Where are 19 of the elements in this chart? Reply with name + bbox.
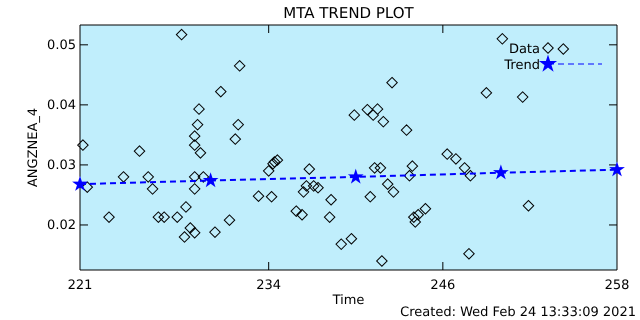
x-tick-label: 258	[604, 278, 630, 294]
y-tick-label: 0.02	[47, 218, 76, 234]
y-tick-label: 0.05	[47, 38, 76, 53]
x-tick-label: 221	[68, 278, 92, 294]
x-axis-title: Time	[332, 293, 364, 308]
text: Created: Wed Feb 24 13:33:09 2021	[400, 305, 636, 320]
y-axis-title: ANGZNEA_4	[26, 108, 41, 188]
point	[348, 170, 363, 183]
y-tick-label: 0.03	[47, 158, 76, 174]
point	[610, 162, 624, 176]
legend-label: Trend	[503, 58, 540, 73]
chart-title: MTA TREND PLOT	[283, 4, 415, 22]
point	[73, 176, 87, 190]
y-tick-label: 0.04	[47, 98, 76, 114]
x-tick-label: 234	[256, 278, 282, 294]
point	[494, 166, 508, 179]
point	[204, 173, 218, 186]
x-tick-label: 246	[430, 278, 456, 294]
legend-label: Data	[508, 42, 540, 57]
